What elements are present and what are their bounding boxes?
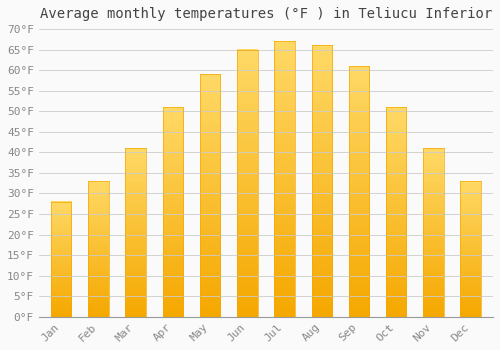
Title: Average monthly temperatures (°F ) in Teliucu Inferior: Average monthly temperatures (°F ) in Te… bbox=[40, 7, 492, 21]
